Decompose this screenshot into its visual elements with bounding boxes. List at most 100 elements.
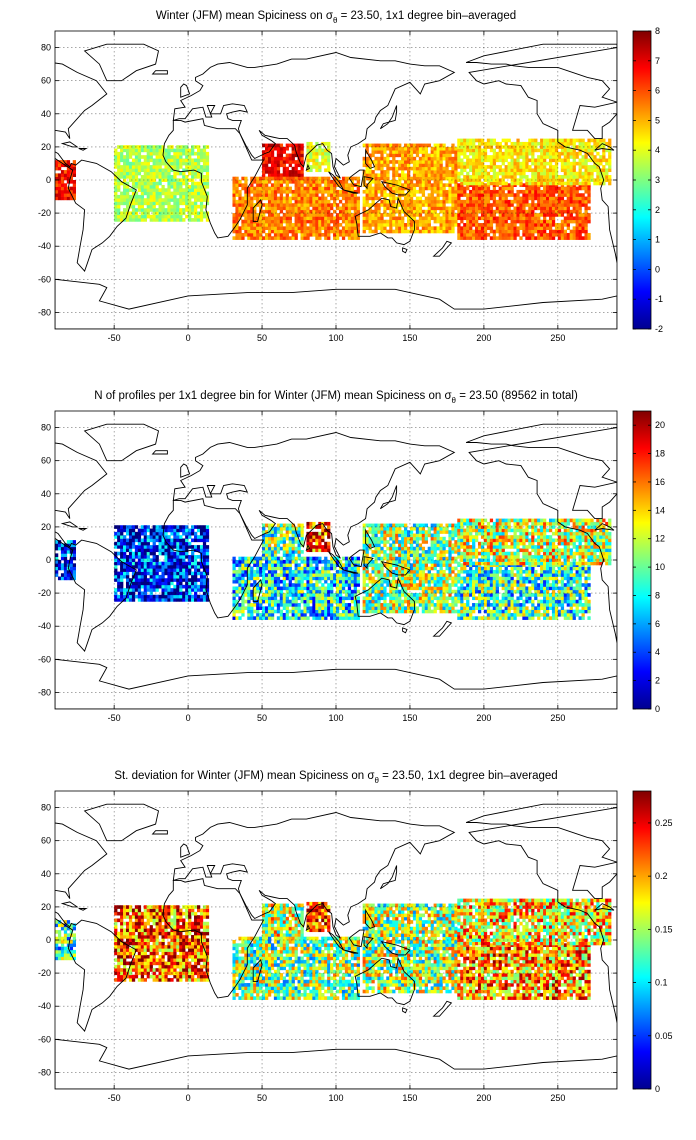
data-cell	[196, 545, 201, 549]
data-cell	[123, 525, 127, 529]
data-cell	[365, 199, 369, 204]
data-cell	[430, 166, 434, 171]
data-cell	[537, 186, 541, 191]
data-cell	[202, 574, 207, 579]
data-cell	[386, 173, 390, 178]
data-cell	[202, 525, 207, 529]
data-cell	[336, 229, 340, 234]
data-cell	[421, 153, 426, 158]
data-cell	[513, 165, 517, 169]
data-cell	[265, 176, 269, 181]
data-cell	[495, 141, 499, 146]
data-cell	[489, 158, 494, 163]
data-cell	[205, 588, 210, 592]
data-cell	[433, 180, 437, 184]
data-cell	[537, 236, 541, 240]
data-cell	[436, 226, 440, 230]
data-cell	[253, 216, 257, 221]
data-cell	[427, 213, 431, 217]
data-cell	[199, 574, 204, 579]
data-cell	[191, 588, 195, 592]
data-cell	[199, 531, 204, 536]
data-cell	[469, 216, 473, 221]
data-cell	[276, 196, 281, 201]
data-cell	[448, 156, 452, 161]
data-cell	[297, 219, 301, 224]
data-cell	[288, 186, 292, 191]
data-cell	[551, 193, 556, 197]
data-cell	[205, 201, 210, 206]
data-cell	[312, 531, 316, 536]
data-cell	[235, 573, 239, 577]
data-cell	[143, 584, 147, 589]
data-cell	[128, 584, 133, 589]
data-cell	[439, 226, 443, 230]
data-cell	[155, 571, 159, 576]
data-cell	[510, 155, 514, 159]
data-cell	[475, 223, 479, 227]
data-cell	[548, 168, 553, 173]
data-cell	[143, 184, 147, 189]
data-cell	[486, 206, 491, 211]
data-cell	[161, 208, 165, 212]
data-cell	[593, 165, 597, 169]
data-cell	[472, 223, 476, 227]
data-cell	[469, 148, 473, 153]
data-cell	[262, 569, 266, 574]
data-cell	[270, 153, 275, 158]
data-cell	[158, 188, 162, 192]
data-cell	[551, 213, 556, 217]
data-cell	[318, 521, 322, 526]
data-cell	[182, 528, 186, 533]
data-cell	[534, 141, 538, 146]
data-cell	[321, 548, 325, 553]
data-cell	[534, 168, 538, 173]
data-cell	[483, 165, 488, 169]
data-cell	[321, 531, 325, 536]
data-cell	[605, 171, 609, 176]
data-cell	[202, 558, 207, 562]
data-cell	[167, 148, 171, 153]
data-cell	[253, 229, 257, 234]
data-cell	[404, 229, 408, 234]
data-cell	[291, 193, 295, 197]
data-cell	[123, 568, 127, 572]
data-cell	[418, 213, 423, 217]
data-cell	[551, 236, 556, 240]
data-cell	[199, 168, 204, 173]
data-cell	[250, 186, 254, 191]
data-cell	[205, 171, 210, 176]
data-cell	[392, 216, 396, 221]
data-cell	[557, 213, 562, 217]
data-cell	[537, 178, 541, 182]
data-cell	[584, 236, 588, 240]
data-cell	[128, 588, 133, 592]
data-cell	[191, 181, 195, 186]
data-cell	[270, 143, 275, 148]
data-cell	[196, 548, 201, 553]
data-cell	[185, 574, 189, 579]
data-cell	[188, 155, 192, 159]
data-cell	[587, 206, 591, 211]
data-cell	[140, 594, 145, 599]
data-cell	[525, 229, 529, 234]
data-cell	[297, 226, 301, 230]
data-cell	[483, 203, 488, 207]
coastline-path	[571, 101, 617, 140]
data-cell	[297, 156, 301, 161]
data-cell	[321, 545, 325, 549]
data-cell	[409, 146, 414, 151]
data-cell	[282, 206, 287, 211]
data-cell	[569, 141, 573, 146]
data-cell	[241, 583, 245, 587]
data-cell	[528, 181, 532, 186]
data-cell	[185, 541, 189, 546]
data-cell	[306, 545, 310, 549]
data-cell	[466, 158, 470, 163]
data-cell	[504, 186, 508, 191]
data-cell	[152, 145, 156, 149]
data-cell	[412, 176, 417, 181]
data-cell	[472, 138, 476, 143]
data-cell	[143, 574, 147, 579]
data-cell	[546, 175, 550, 179]
